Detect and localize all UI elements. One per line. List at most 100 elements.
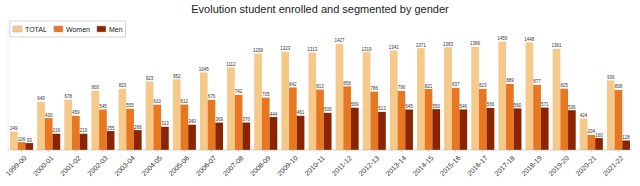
bar bbox=[398, 91, 406, 150]
x-tick bbox=[238, 150, 239, 152]
bar bbox=[459, 109, 467, 150]
chart-svg: Evolution student enrolled and segmented… bbox=[0, 0, 640, 186]
data-label: 1459 bbox=[497, 36, 508, 41]
x-tick bbox=[591, 150, 592, 152]
data-label: 545 bbox=[405, 104, 413, 109]
data-label: 825 bbox=[560, 83, 568, 88]
x-tick-label: 2009-10 bbox=[276, 154, 299, 177]
data-label: 610 bbox=[153, 99, 161, 104]
x-tick-label: 2007-08 bbox=[222, 154, 245, 177]
data-label: 676 bbox=[208, 94, 216, 99]
bar bbox=[370, 92, 378, 150]
bar bbox=[595, 138, 603, 150]
bar bbox=[242, 123, 250, 150]
bar bbox=[53, 134, 61, 150]
data-label: 93 bbox=[27, 138, 33, 143]
x-tick-label: 2001-02 bbox=[59, 154, 82, 177]
data-label: 821 bbox=[425, 84, 433, 89]
data-label: 877 bbox=[533, 79, 541, 84]
bar bbox=[607, 80, 615, 150]
data-label: 566 bbox=[487, 102, 495, 107]
x-tick bbox=[537, 150, 538, 152]
data-label: 649 bbox=[37, 96, 45, 101]
bar bbox=[622, 140, 630, 150]
data-label: 1427 bbox=[334, 38, 345, 43]
data-label: 800 bbox=[92, 85, 100, 90]
x-tick-label: 2016-17 bbox=[466, 154, 489, 177]
x-tick bbox=[455, 150, 456, 152]
x-tick bbox=[130, 150, 131, 152]
x-tick bbox=[265, 150, 266, 152]
data-label: 842 bbox=[289, 82, 297, 87]
bar bbox=[91, 91, 99, 150]
bar bbox=[153, 105, 161, 150]
x-tick-label: 2005-06 bbox=[167, 154, 190, 177]
bar bbox=[533, 85, 541, 150]
x-tick-label: 2020-21 bbox=[574, 154, 597, 177]
data-label: 268 bbox=[134, 125, 142, 130]
data-label: 555 bbox=[126, 103, 134, 108]
data-label: 370 bbox=[243, 117, 251, 122]
data-labels: 2496496788008239239521045111212991323131… bbox=[10, 36, 630, 142]
data-label: 255 bbox=[107, 126, 115, 131]
y-axis-line bbox=[8, 20, 9, 150]
bar bbox=[324, 113, 332, 150]
data-label: 160 bbox=[595, 133, 603, 138]
bar bbox=[615, 90, 623, 150]
legend-frame bbox=[10, 21, 126, 37]
bar bbox=[514, 108, 522, 150]
bar bbox=[188, 125, 196, 150]
bar bbox=[487, 108, 495, 150]
x-tick-label: 2017-18 bbox=[493, 154, 516, 177]
data-label: 923 bbox=[146, 76, 154, 81]
bar bbox=[215, 123, 223, 150]
x-axis: 1999-002000-012001-022002-032003-042004-… bbox=[5, 150, 625, 177]
bar bbox=[126, 109, 134, 150]
bar bbox=[119, 89, 127, 150]
bar bbox=[208, 100, 216, 150]
bar bbox=[336, 44, 344, 150]
bar bbox=[479, 89, 487, 150]
x-tick bbox=[564, 150, 565, 152]
x-tick-label: 2002-03 bbox=[86, 154, 109, 177]
data-label: 219 bbox=[53, 128, 61, 133]
data-label: 340 bbox=[188, 119, 196, 124]
bar bbox=[553, 49, 561, 150]
bar bbox=[498, 42, 506, 150]
x-tick-label: 2008-09 bbox=[249, 154, 272, 177]
data-label: 545 bbox=[99, 104, 107, 109]
bar bbox=[161, 127, 169, 150]
data-label: 786 bbox=[371, 86, 379, 91]
bar bbox=[541, 108, 549, 150]
x-tick bbox=[21, 150, 22, 152]
data-label: 952 bbox=[173, 74, 181, 79]
data-label: 1361 bbox=[551, 43, 562, 48]
data-label: 796 bbox=[398, 85, 406, 90]
data-label: 1045 bbox=[199, 67, 210, 72]
bar bbox=[289, 87, 297, 150]
x-tick bbox=[157, 150, 158, 152]
chart-title: Evolution student enrolled and segmented… bbox=[191, 3, 449, 15]
x-tick bbox=[48, 150, 49, 152]
data-label: 678 bbox=[64, 94, 72, 99]
legend-swatch bbox=[97, 26, 106, 32]
x-tick-label: 2013-14 bbox=[384, 154, 407, 177]
bar bbox=[235, 95, 243, 150]
legend-swatch bbox=[54, 26, 63, 32]
data-label: 313 bbox=[161, 121, 169, 126]
bar bbox=[363, 52, 371, 150]
legend-swatch bbox=[13, 26, 22, 32]
bar bbox=[343, 86, 351, 150]
bar bbox=[18, 142, 26, 150]
data-label: 430 bbox=[45, 113, 53, 118]
data-label: 424 bbox=[580, 113, 588, 118]
x-tick-label: 2021-22 bbox=[601, 154, 624, 177]
x-tick bbox=[401, 150, 402, 152]
bar bbox=[134, 130, 142, 150]
bar bbox=[471, 47, 479, 150]
data-label: 858 bbox=[343, 81, 351, 86]
bar bbox=[560, 89, 568, 150]
data-label: 612 bbox=[181, 99, 189, 104]
bar bbox=[200, 72, 208, 150]
data-label: 1319 bbox=[362, 47, 373, 52]
